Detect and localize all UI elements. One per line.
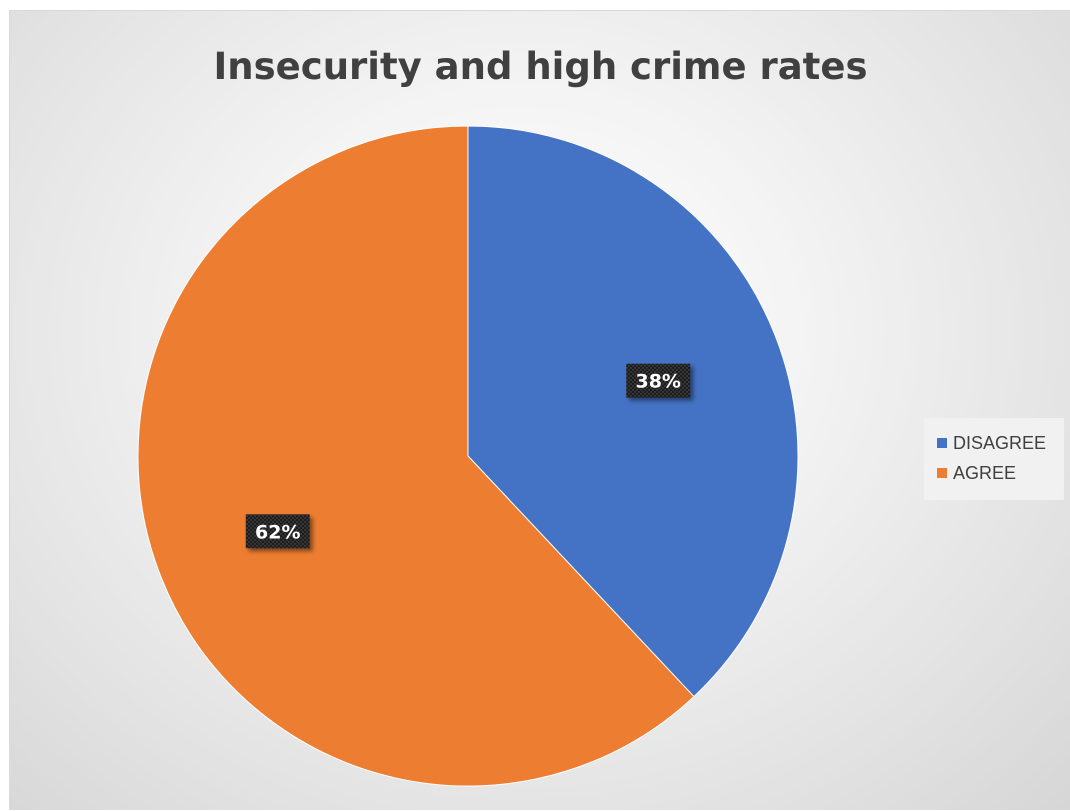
legend-swatch-agree (937, 468, 947, 478)
pie-slice-agree[interactable] (137, 125, 695, 787)
chart-area: Insecurity and high crime rates 38% 62% D… (9, 10, 1070, 810)
legend-label-agree: AGREE (953, 462, 1017, 483)
pie-slice-disagree[interactable] (467, 125, 799, 698)
data-label-disagree: 38% (626, 363, 691, 398)
svg-text:62%: 62% (255, 521, 300, 543)
legend: DISAGREE AGREE (924, 418, 1064, 500)
data-label-agree: 62% (245, 514, 310, 549)
pie-chart: 38% 62% (137, 125, 799, 787)
legend-label-disagree: DISAGREE (953, 432, 1047, 453)
legend-swatch-disagree (937, 438, 947, 448)
chart-title: Insecurity and high crime rates (213, 45, 868, 88)
svg-text:38%: 38% (635, 371, 680, 393)
legend-item-disagree[interactable]: DISAGREE (924, 428, 1064, 458)
legend-item-agree[interactable]: AGREE (924, 458, 1064, 488)
